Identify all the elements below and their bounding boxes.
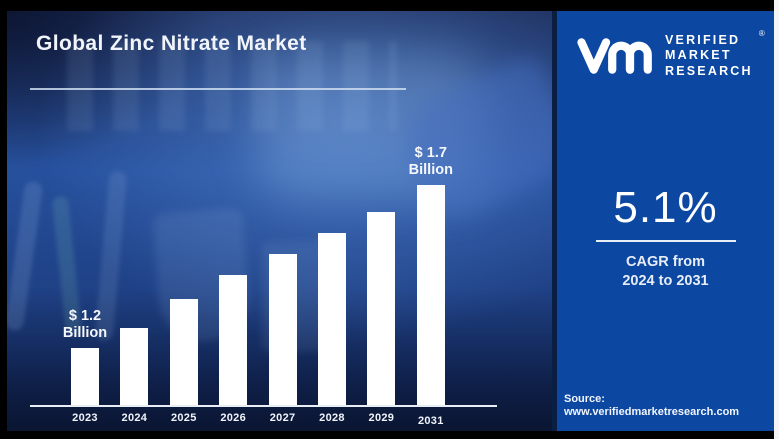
brand-panel: VERIFIED MARKET RESEARCH ® 5.1% CAGR fro… bbox=[557, 11, 774, 431]
vm-logo-icon bbox=[577, 38, 652, 74]
bar-chart: 2023 $ 1.2 Billion 2024 2025 2026 2027 2028 2029… bbox=[30, 140, 497, 427]
x-axis-label-2028: 2028 bbox=[319, 412, 345, 424]
bar-2026 bbox=[219, 275, 248, 405]
x-axis-label-2031: 2031 bbox=[417, 415, 444, 427]
x-axis-label-2026: 2026 bbox=[220, 412, 247, 424]
cagr-caption-line2: 2024 to 2031 bbox=[622, 273, 709, 289]
value-label-2023: $ 1.2 Billion bbox=[62, 308, 108, 341]
chart-panel: Global Zinc Nitrate Market 2023 $ 1.2 Bill… bbox=[7, 11, 552, 431]
cagr-value: 5.1% bbox=[613, 183, 718, 232]
bar-2027 bbox=[268, 254, 297, 405]
brand-logo: VERIFIED MARKET RESEARCH ® bbox=[576, 29, 765, 81]
title-underline bbox=[30, 88, 406, 90]
bar-2025 bbox=[169, 299, 198, 405]
brand-name-line: RESEARCH bbox=[665, 63, 753, 78]
brand-name-line: VERIFIED bbox=[665, 32, 741, 47]
registered-mark: ® bbox=[758, 28, 765, 38]
cagr-caption-line1: CAGR from bbox=[626, 254, 705, 270]
source-url: www.verifiedmarketresearch.com bbox=[564, 406, 740, 418]
right-edge-strip bbox=[774, 0, 779, 439]
x-axis-label-2023: 2023 bbox=[72, 412, 98, 424]
x-axis-label-2024: 2024 bbox=[121, 412, 148, 424]
cagr-underline bbox=[595, 240, 736, 242]
source: Source: www.verifiedmarketresearch.com bbox=[564, 393, 739, 419]
page-title: Global Zinc Nitrate Market bbox=[36, 32, 307, 55]
bar-2028 bbox=[318, 233, 346, 405]
cagr-caption: CAGR from 2024 to 2031 bbox=[557, 253, 774, 291]
bar-2024 bbox=[120, 328, 149, 405]
source-label: Source: bbox=[564, 393, 605, 405]
value-label-2031: $ 1.7 Billion bbox=[408, 145, 453, 178]
x-axis-line bbox=[30, 405, 497, 407]
brand-name: VERIFIED MARKET RESEARCH ® bbox=[665, 29, 765, 80]
cagr-stat: 5.1% CAGR from 2024 to 2031 bbox=[557, 183, 774, 291]
x-axis-label-2025: 2025 bbox=[170, 412, 197, 424]
x-axis-label-2029: 2029 bbox=[368, 412, 395, 424]
bar-2023 bbox=[71, 348, 99, 405]
x-axis-label-2027: 2027 bbox=[269, 412, 296, 424]
bar-2031 bbox=[416, 185, 445, 405]
bar-2029 bbox=[367, 212, 396, 405]
brand-name-line: MARKET bbox=[665, 48, 732, 63]
panel-divider bbox=[552, 11, 557, 431]
